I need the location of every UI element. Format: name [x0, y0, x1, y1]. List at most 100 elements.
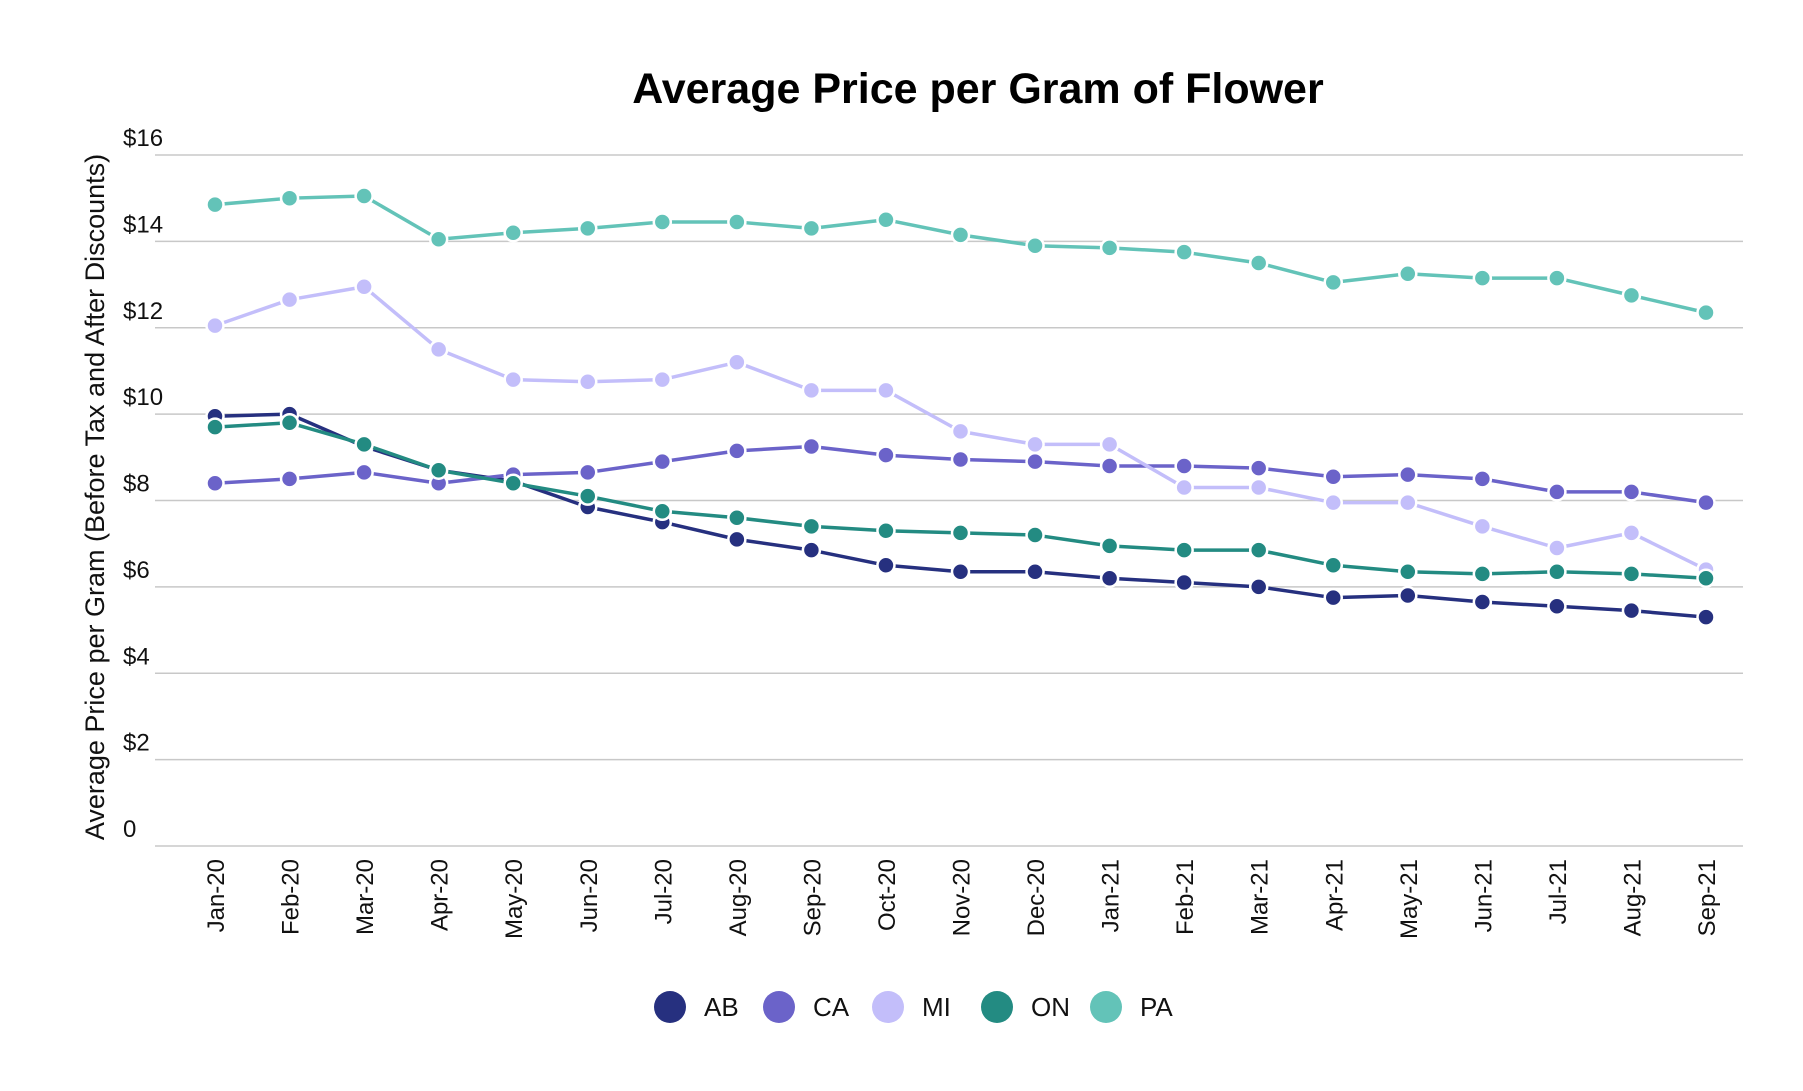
data-point	[354, 186, 374, 206]
data-point	[1621, 482, 1642, 502]
legend-swatch	[981, 991, 1013, 1023]
legend: AB CA MI ON PA	[654, 991, 1173, 1023]
chart-title: Average Price per Gram of Flower	[632, 65, 1324, 113]
x-tick-label: Sep-20	[799, 859, 826, 936]
x-tick-label: Sep-21	[1694, 859, 1721, 936]
data-point	[652, 501, 673, 522]
x-tick-label: Aug-21	[1619, 859, 1646, 936]
legend-swatch	[763, 991, 795, 1023]
data-point	[578, 486, 598, 506]
data-point	[1025, 434, 1045, 455]
y-tick-label: $14	[123, 211, 163, 238]
data-point	[1323, 466, 1343, 487]
data-point	[279, 188, 300, 208]
x-tick-label: Mar-21	[1247, 859, 1274, 935]
data-point	[801, 218, 822, 239]
data-point	[1696, 492, 1716, 513]
data-point	[727, 212, 747, 232]
data-point	[652, 369, 673, 390]
data-point	[950, 562, 971, 582]
legend-item-pa[interactable]: PA	[1090, 991, 1173, 1023]
data-point	[1472, 592, 1493, 612]
data-point	[1696, 568, 1716, 588]
data-point	[876, 210, 896, 230]
data-point	[1398, 492, 1418, 513]
x-tick-label: Oct-20	[874, 859, 901, 931]
data-point	[950, 421, 971, 442]
legend-label: PA	[1140, 992, 1173, 1022]
legend-item-ab[interactable]: AB	[654, 991, 739, 1023]
x-axis-ticks: Jan-20 Feb-20 Mar-20 Apr-20 May-20 Jun-20 Jul-…	[203, 859, 1721, 939]
data-point	[950, 523, 971, 543]
data-point	[1547, 482, 1567, 502]
data-point	[1696, 302, 1716, 323]
data-point	[1099, 568, 1120, 588]
x-tick-label: Jun-20	[576, 859, 603, 932]
data-point	[354, 276, 374, 297]
legend-item-on[interactable]: ON	[981, 991, 1070, 1023]
data-point	[503, 473, 523, 493]
x-tick-label: May-21	[1396, 859, 1423, 939]
data-point	[1025, 525, 1045, 545]
data-point	[1398, 585, 1418, 606]
legend-label: CA	[813, 992, 850, 1022]
data-point	[578, 462, 598, 483]
y-tick-label: $16	[123, 125, 163, 152]
data-point	[1248, 540, 1269, 560]
data-point	[1323, 272, 1343, 293]
x-tick-label: Jun-21	[1470, 859, 1497, 932]
legend-swatch	[654, 991, 686, 1023]
data-point	[279, 469, 300, 489]
y-tick-label: $6	[123, 557, 150, 584]
data-point	[205, 194, 225, 215]
data-point	[1398, 562, 1418, 582]
data-point	[1099, 456, 1120, 476]
x-tick-label: Feb-21	[1172, 859, 1199, 935]
data-point	[727, 508, 747, 528]
data-point	[428, 339, 449, 360]
data-point	[503, 222, 523, 243]
data-point	[1696, 607, 1716, 627]
y-tick-label: $8	[123, 471, 150, 498]
data-point	[205, 315, 225, 336]
data-point	[578, 371, 598, 392]
x-tick-label: Dec-20	[1023, 859, 1050, 936]
data-point	[801, 436, 822, 457]
y-tick-label: $4	[123, 643, 150, 670]
data-point	[1323, 587, 1343, 608]
data-point	[1248, 477, 1269, 498]
data-point	[1472, 469, 1493, 489]
data-point	[503, 369, 523, 390]
data-point	[876, 555, 896, 576]
data-point	[950, 449, 971, 470]
data-point	[205, 417, 225, 437]
x-tick-label: Apr-20	[427, 859, 454, 931]
data-point	[801, 380, 822, 401]
data-point	[1025, 235, 1045, 256]
data-point	[1621, 600, 1642, 621]
data-point	[578, 218, 598, 239]
data-point	[354, 462, 374, 483]
data-point	[876, 520, 896, 541]
legend-item-ca[interactable]: CA	[763, 991, 850, 1023]
data-point	[1174, 572, 1194, 593]
data-point	[1174, 540, 1194, 560]
x-tick-label: Nov-20	[949, 859, 976, 936]
legend-label: MI	[922, 992, 951, 1022]
x-tick-label: Mar-20	[352, 859, 379, 935]
legend-swatch	[1090, 991, 1122, 1023]
x-tick-label: Feb-20	[278, 859, 305, 935]
y-tick-label: 0	[123, 816, 136, 843]
x-tick-label: May-20	[501, 859, 528, 939]
legend-item-mi[interactable]: MI	[872, 991, 951, 1023]
data-point	[428, 460, 449, 481]
x-tick-label: Jan-21	[1098, 859, 1125, 932]
data-point	[1248, 458, 1269, 478]
data-point	[1025, 451, 1045, 472]
data-point	[279, 289, 300, 310]
data-point	[1621, 564, 1642, 584]
legend-swatch	[872, 991, 904, 1023]
data-point	[652, 451, 673, 472]
data-point	[1323, 492, 1343, 513]
gridlines	[155, 154, 1743, 847]
